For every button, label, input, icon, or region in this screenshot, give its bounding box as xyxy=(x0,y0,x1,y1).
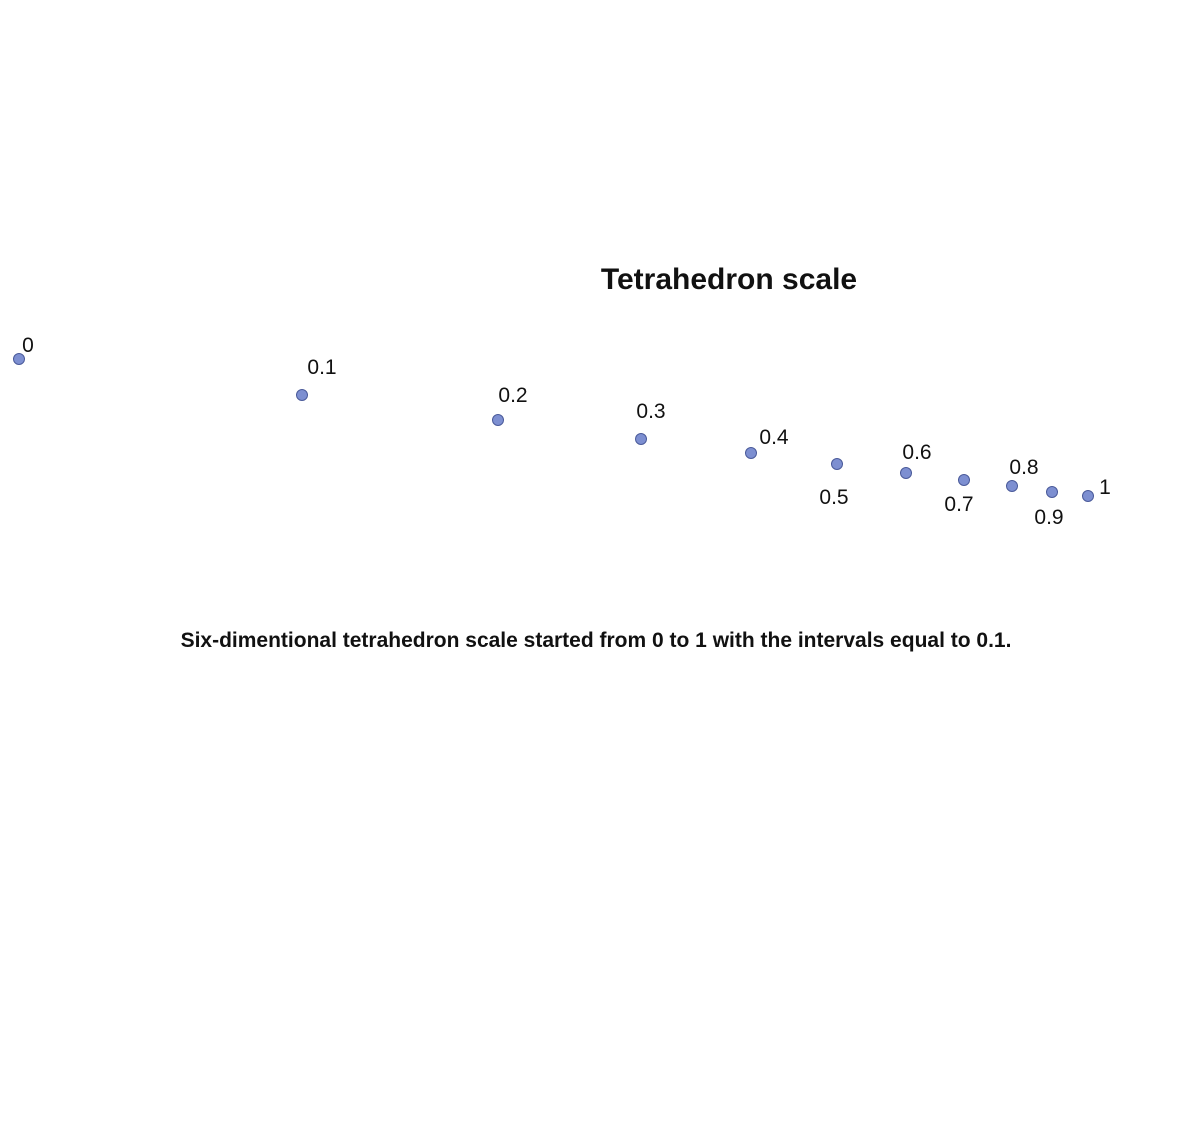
figure-caption: Six-dimentional tetrahedron scale starte… xyxy=(180,629,1012,652)
scale-point-label: 0 xyxy=(22,334,34,357)
scale-point-label: 0.2 xyxy=(498,384,527,407)
scale-point xyxy=(13,353,25,365)
scale-point-label: 0.6 xyxy=(902,441,931,464)
scale-point-label: 0.8 xyxy=(1009,456,1038,479)
scale-point xyxy=(296,389,308,401)
scale-point xyxy=(831,458,843,470)
scale-point-label: 0.3 xyxy=(636,400,665,423)
scale-point-label: 0.7 xyxy=(944,493,973,516)
scale-point xyxy=(1046,486,1058,498)
scale-point xyxy=(900,467,912,479)
scale-point-label: 1 xyxy=(1099,476,1111,499)
scale-point-label: 0.1 xyxy=(307,356,336,379)
diagram-title: Tetrahedron scale xyxy=(600,263,858,296)
scale-point xyxy=(492,414,504,426)
scale-point xyxy=(1082,490,1094,502)
scale-point-label: 0.5 xyxy=(819,486,848,509)
scale-point xyxy=(958,474,970,486)
scale-point xyxy=(635,433,647,445)
scale-point-label: 0.9 xyxy=(1034,506,1063,529)
scale-point-label: 0.4 xyxy=(759,426,789,449)
scale-point xyxy=(745,447,757,459)
scale-point xyxy=(1006,480,1018,492)
